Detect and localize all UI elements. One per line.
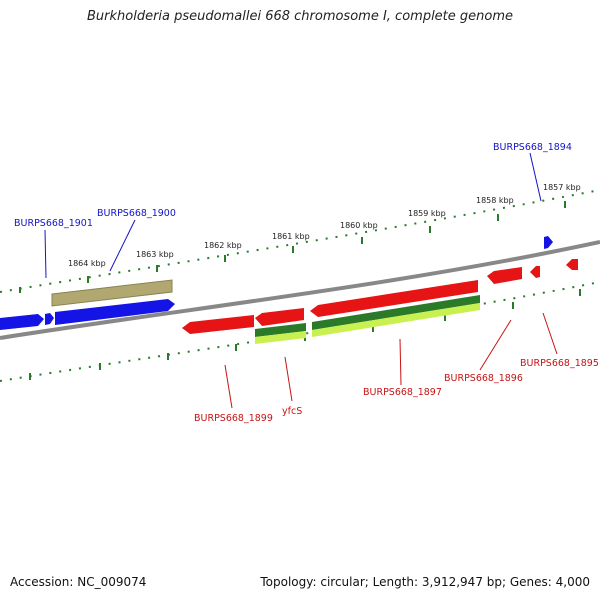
leader-line-1895 bbox=[542, 312, 558, 355]
axis-label-1863: 1863 kbp bbox=[136, 250, 174, 259]
reverse-gene-right bbox=[566, 259, 578, 270]
axis-label-1859: 1859 kbp bbox=[408, 209, 446, 218]
summary-text: Topology: circular; Length: 3,912,947 bp… bbox=[260, 575, 590, 589]
reverse-gene-yfcS bbox=[255, 308, 304, 326]
cds-dark-right bbox=[312, 295, 480, 330]
axis-label-1864: 1864 kbp bbox=[68, 259, 106, 268]
gene-label-yfcS[interactable]: yfcS bbox=[282, 406, 302, 417]
axis-label-1860: 1860 kbp bbox=[340, 221, 378, 230]
axis-label-1862: 1862 kbp bbox=[204, 241, 242, 250]
axis-label-1858: 1858 kbp bbox=[476, 196, 514, 205]
gene-label-1899[interactable]: BURPS668_1899 bbox=[194, 413, 273, 424]
gene-label-1901[interactable]: BURPS668_1901 bbox=[14, 218, 93, 229]
forward-gene-small bbox=[45, 313, 54, 325]
axis-label-1857: 1857 kbp bbox=[543, 183, 581, 192]
upper-major-ticks bbox=[19, 201, 566, 293]
accession-text: Accession: NC_009074 bbox=[10, 575, 147, 589]
cds-light-right bbox=[312, 303, 480, 337]
reverse-gene-1896 bbox=[487, 267, 522, 284]
gene-label-1895[interactable]: BURPS668_1895 bbox=[520, 358, 599, 369]
reverse-gene-1897 bbox=[310, 280, 478, 317]
leader-line-1900 bbox=[109, 219, 136, 272]
forward-gene-1894 bbox=[544, 236, 553, 249]
leader-line-yfcS bbox=[284, 356, 293, 402]
reverse-gene-1899 bbox=[182, 315, 254, 334]
leader-line-1899 bbox=[224, 364, 233, 409]
gene-label-1896[interactable]: BURPS668_1896 bbox=[444, 373, 523, 384]
gene-label-1900[interactable]: BURPS668_1900 bbox=[97, 208, 176, 219]
forward-gene-left bbox=[0, 314, 44, 330]
map-title: Burkholderia pseudomallei 668 chromosome… bbox=[86, 9, 514, 24]
cds-light-left bbox=[255, 331, 306, 344]
reverse-gene-1895 bbox=[530, 266, 540, 278]
leader-line-1894 bbox=[529, 152, 542, 202]
gene-label-1894[interactable]: BURPS668_1894 bbox=[493, 142, 572, 153]
leader-line-1901 bbox=[44, 229, 47, 279]
gene-label-1897[interactable]: BURPS668_1897 bbox=[363, 387, 442, 398]
khaki-feature bbox=[51, 279, 173, 307]
cds-dark-left bbox=[255, 323, 306, 337]
leader-line-1896 bbox=[479, 319, 512, 371]
axis-label-1861: 1861 kbp bbox=[272, 232, 310, 241]
leader-line-1897 bbox=[399, 338, 402, 386]
chromosome-backbone bbox=[0, 240, 600, 340]
forward-gene-1900 bbox=[55, 299, 175, 325]
